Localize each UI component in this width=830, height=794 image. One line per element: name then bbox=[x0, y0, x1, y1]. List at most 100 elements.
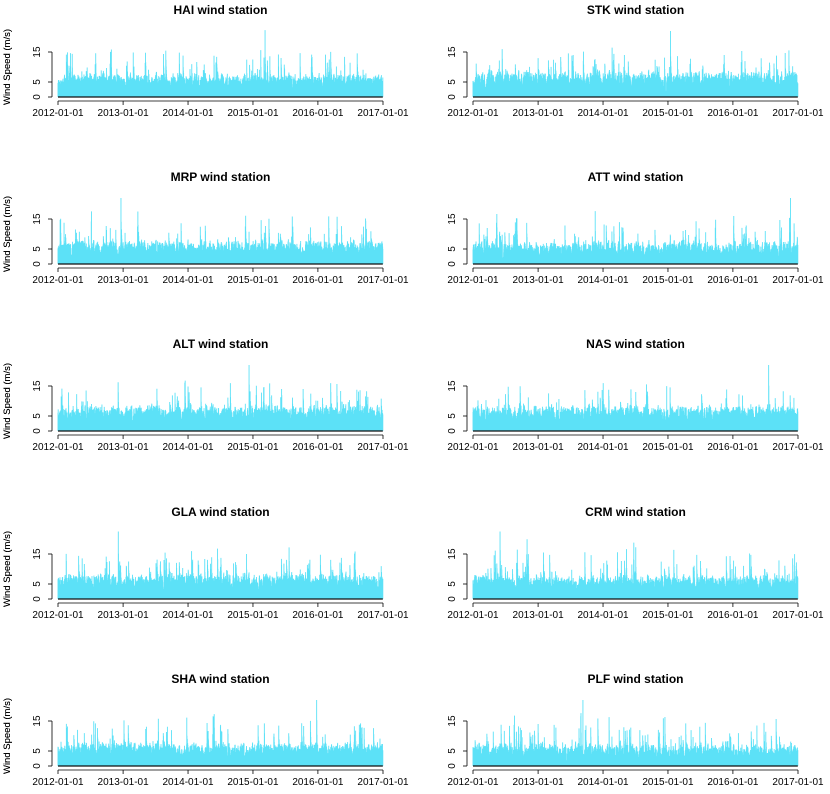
chart-title: STK wind station bbox=[587, 3, 684, 17]
x-tick-label: 2012-01-01 bbox=[447, 108, 499, 119]
x-tick-label: 2012-01-01 bbox=[447, 275, 499, 286]
x-tick-label: 2014-01-01 bbox=[577, 610, 629, 621]
x-tick-label: 2013-01-01 bbox=[513, 442, 565, 453]
x-tick-label: 2016-01-01 bbox=[292, 275, 344, 286]
panel-sha: SHA wind station Wind Speed (m/s) 0 5 15 2012… bbox=[2, 672, 409, 788]
x-tick-label: 2015-01-01 bbox=[227, 108, 279, 119]
y-tick-label: 5 bbox=[447, 413, 458, 419]
x-tick-label: 2015-01-01 bbox=[642, 442, 694, 453]
panel-att: ATT wind station Wind Speed (m/s) 0 5 15 2012… bbox=[2, 170, 824, 286]
x-tick-label: 2016-01-01 bbox=[707, 275, 759, 286]
x-tick-label: 2014-01-01 bbox=[577, 275, 629, 286]
y-tick-label: 0 bbox=[447, 94, 458, 100]
x-tick-label: 2016-01-01 bbox=[707, 442, 759, 453]
y-tick-label: 15 bbox=[32, 715, 43, 727]
x-tick-label: 2015-01-01 bbox=[227, 610, 279, 621]
x-tick-label: 2013-01-01 bbox=[513, 275, 565, 286]
y-axis-label: Wind Speed (m/s) bbox=[2, 698, 13, 774]
x-tick-label: 2016-01-01 bbox=[292, 442, 344, 453]
x-tick-label: 2013-01-01 bbox=[98, 275, 150, 286]
x-tick-label: 2015-01-01 bbox=[642, 275, 694, 286]
x-tick-label: 2017-01-01 bbox=[357, 442, 409, 453]
y-axis-label: Wind Speed (m/s) bbox=[2, 196, 13, 272]
x-tick-label: 2013-01-01 bbox=[98, 777, 150, 788]
x-tick-label: 2012-01-01 bbox=[32, 108, 84, 119]
panel-hai: HAI wind station Wind Speed (m/s) 0 5 15 2012… bbox=[2, 3, 409, 119]
y-axis-label: Wind Speed (m/s) bbox=[2, 531, 13, 607]
x-tick-label: 2014-01-01 bbox=[577, 777, 629, 788]
x-tick-label: 2017-01-01 bbox=[772, 777, 824, 788]
x-tick-label: 2017-01-01 bbox=[357, 777, 409, 788]
x-tick-label: 2014-01-01 bbox=[577, 108, 629, 119]
y-tick-label: 0 bbox=[447, 261, 458, 267]
panel-gla: GLA wind station Wind Speed (m/s) 0 5 15 2012… bbox=[2, 505, 409, 621]
x-tick-label: 2014-01-01 bbox=[162, 610, 214, 621]
x-tick-label: 2017-01-01 bbox=[772, 108, 824, 119]
x-tick-label: 2016-01-01 bbox=[707, 610, 759, 621]
wind-speed-series bbox=[57, 30, 384, 97]
y-tick-label: 15 bbox=[32, 380, 43, 392]
x-tick-label: 2014-01-01 bbox=[162, 108, 214, 119]
panel-plf: PLF wind station Wind Speed (m/s) 0 5 15 2012… bbox=[2, 672, 824, 788]
y-tick-label: 5 bbox=[447, 581, 458, 587]
y-tick-label: 15 bbox=[447, 46, 458, 58]
x-tick-label: 2013-01-01 bbox=[513, 610, 565, 621]
x-tick-label: 2017-01-01 bbox=[772, 442, 824, 453]
y-tick-label: 0 bbox=[32, 763, 43, 769]
y-tick-label: 5 bbox=[32, 748, 43, 754]
y-axis-label: Wind Speed (m/s) bbox=[2, 363, 13, 439]
wind-speed-series bbox=[57, 700, 384, 766]
x-tick-label: 2013-01-01 bbox=[98, 108, 150, 119]
chart-title: MRP wind station bbox=[171, 170, 271, 184]
panel-mrp: MRP wind station Wind Speed (m/s) 0 5 15 2012… bbox=[2, 170, 409, 286]
x-tick-label: 2015-01-01 bbox=[642, 777, 694, 788]
x-tick-label: 2017-01-01 bbox=[357, 108, 409, 119]
wind-speed-series bbox=[472, 198, 799, 264]
y-tick-label: 15 bbox=[32, 548, 43, 560]
y-tick-label: 0 bbox=[447, 596, 458, 602]
panel-crm: CRM wind station Wind Speed (m/s) 0 5 15 2012… bbox=[2, 505, 824, 621]
y-tick-label: 5 bbox=[32, 79, 43, 85]
x-tick-label: 2012-01-01 bbox=[447, 442, 499, 453]
chart-title: PLF wind station bbox=[588, 672, 684, 686]
y-tick-label: 0 bbox=[32, 94, 43, 100]
x-tick-label: 2012-01-01 bbox=[32, 442, 84, 453]
x-tick-label: 2016-01-01 bbox=[707, 777, 759, 788]
y-tick-label: 15 bbox=[32, 46, 43, 58]
y-axis-label: Wind Speed (m/s) bbox=[2, 196, 13, 272]
x-tick-label: 2014-01-01 bbox=[162, 442, 214, 453]
x-tick-label: 2015-01-01 bbox=[227, 275, 279, 286]
y-tick-label: 15 bbox=[447, 380, 458, 392]
wind-speed-series bbox=[57, 531, 384, 599]
y-tick-label: 15 bbox=[447, 213, 458, 225]
y-axis-label: Wind Speed (m/s) bbox=[2, 363, 13, 439]
wind-speed-series bbox=[472, 31, 799, 97]
panel-stk: STK wind station Wind Speed (m/s) 0 5 15 2012… bbox=[2, 3, 824, 119]
y-axis-label: Wind Speed (m/s) bbox=[2, 29, 13, 105]
y-tick-label: 0 bbox=[447, 763, 458, 769]
x-tick-label: 2013-01-01 bbox=[513, 777, 565, 788]
x-tick-label: 2016-01-01 bbox=[292, 108, 344, 119]
x-tick-label: 2013-01-01 bbox=[98, 442, 150, 453]
x-tick-label: 2012-01-01 bbox=[32, 275, 84, 286]
x-tick-label: 2012-01-01 bbox=[32, 777, 84, 788]
x-tick-label: 2017-01-01 bbox=[772, 610, 824, 621]
panel-alt: ALT wind station Wind Speed (m/s) 0 5 15 2012… bbox=[2, 337, 409, 453]
panel-nas: NAS wind station Wind Speed (m/s) 0 5 15 2012… bbox=[2, 337, 824, 453]
x-tick-label: 2014-01-01 bbox=[162, 275, 214, 286]
x-tick-label: 2013-01-01 bbox=[513, 108, 565, 119]
x-tick-label: 2016-01-01 bbox=[707, 108, 759, 119]
wind-speed-series bbox=[57, 365, 384, 431]
chart-title: GLA wind station bbox=[171, 505, 269, 519]
wind-speed-series bbox=[57, 198, 384, 264]
wind-speed-series bbox=[472, 365, 799, 431]
chart-title: CRM wind station bbox=[585, 505, 686, 519]
x-tick-label: 2012-01-01 bbox=[447, 610, 499, 621]
x-tick-label: 2017-01-01 bbox=[357, 275, 409, 286]
y-tick-label: 5 bbox=[447, 748, 458, 754]
y-tick-label: 15 bbox=[32, 213, 43, 225]
y-tick-label: 15 bbox=[447, 548, 458, 560]
y-tick-label: 0 bbox=[32, 261, 43, 267]
x-tick-label: 2016-01-01 bbox=[292, 610, 344, 621]
y-tick-label: 5 bbox=[447, 246, 458, 252]
